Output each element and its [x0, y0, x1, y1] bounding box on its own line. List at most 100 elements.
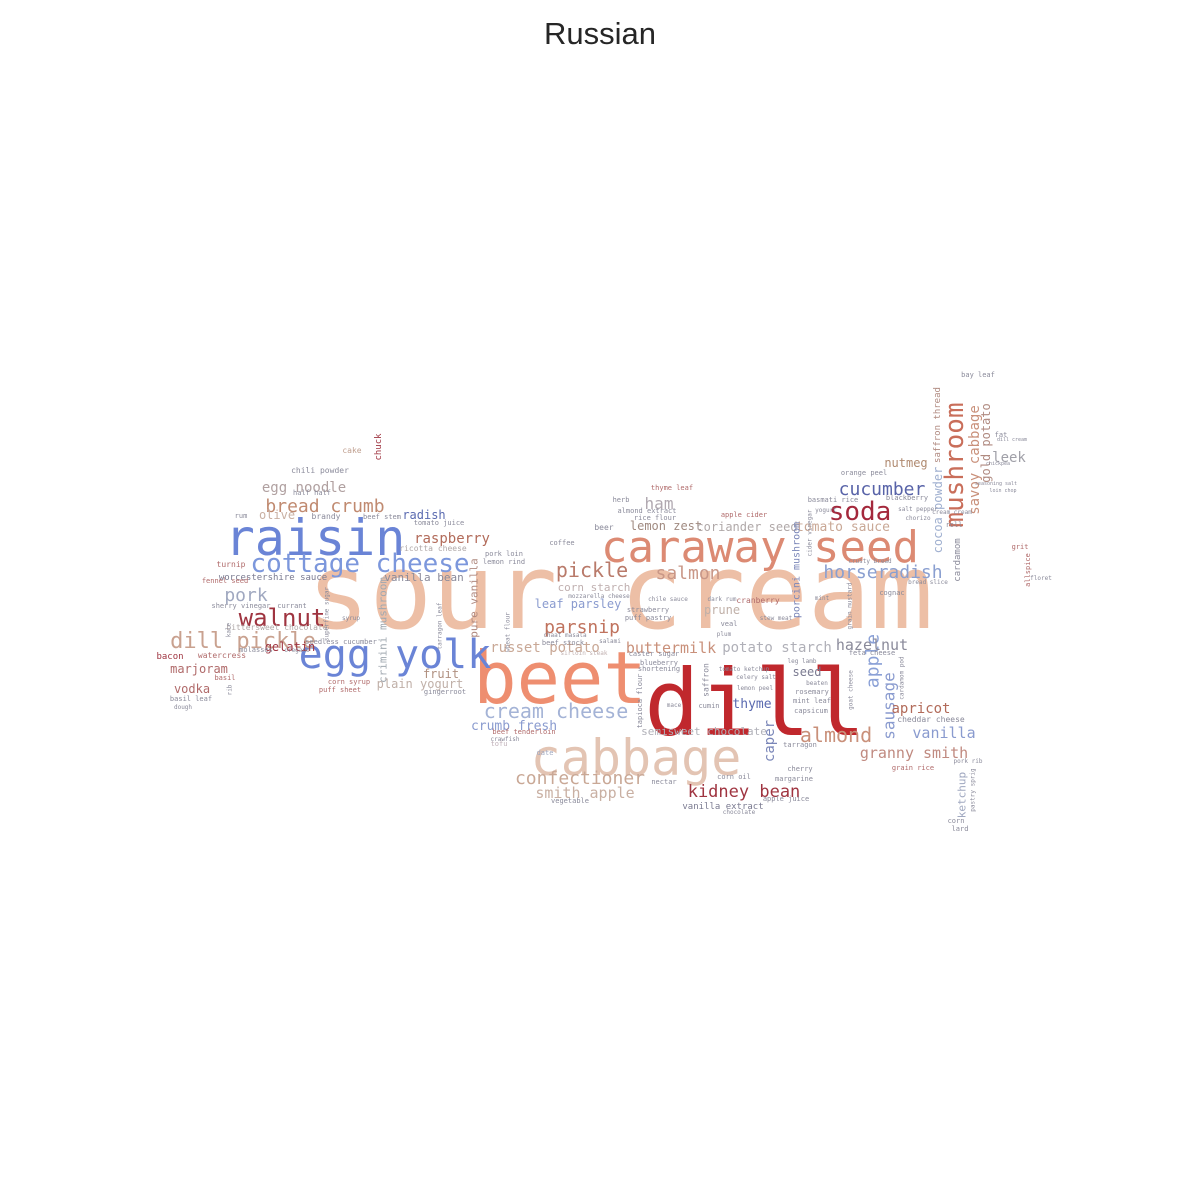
cloud-word: mozzarella cheese — [568, 593, 630, 600]
cloud-word: crimini mushroom — [377, 577, 390, 683]
cloud-word: bacon — [156, 652, 183, 662]
cloud-word: saffron — [702, 663, 711, 697]
cloud-word: beet — [473, 636, 646, 720]
cloud-word: basmati rice — [808, 496, 859, 504]
cloud-word: currant — [277, 602, 307, 610]
cloud-word: caster sugar — [629, 650, 680, 658]
cloud-word: tomato sauce — [796, 520, 890, 535]
cloud-word: grit — [1012, 543, 1029, 551]
cloud-word: puff pastry — [625, 614, 671, 622]
cloud-word: orange peel — [841, 469, 887, 477]
cloud-word: beef tenderloin — [492, 728, 555, 736]
cloud-word: veal — [721, 620, 738, 628]
cloud-word: mace — [667, 702, 682, 709]
cloud-word: chile sauce — [648, 596, 688, 603]
cloud-word: rosemary — [795, 688, 829, 696]
cloud-word: fat — [995, 431, 1008, 439]
cloud-word: almond extract — [617, 507, 676, 515]
cloud-word: bittersweet chocolate — [226, 623, 327, 632]
cloud-word: corn starch — [558, 581, 631, 594]
cloud-word: gold potato — [979, 403, 993, 482]
cloud-word: egg noodle — [262, 480, 346, 496]
cloud-word: apricot — [891, 701, 950, 717]
cloud-word: seasoning salt — [975, 481, 1017, 487]
cloud-word: dill — [644, 650, 866, 757]
cloud-word: pastry sprig — [970, 768, 977, 812]
cloud-word: salami — [599, 638, 621, 645]
cloud-word: cheddar cheese — [897, 715, 965, 724]
cloud-word: rum — [235, 512, 248, 520]
cloud-word: crusty bread — [848, 558, 892, 565]
cloud-word: beer — [594, 523, 613, 532]
cloud-word: cider vinegar — [807, 509, 814, 556]
cloud-word: confectioner — [515, 768, 645, 789]
cloud-word: turnip — [217, 560, 246, 569]
cloud-word: tarragon leaf — [437, 602, 444, 649]
cloud-word: walnut — [239, 604, 326, 632]
cloud-word: coffee — [549, 539, 574, 547]
cloud-word: corn — [948, 817, 965, 825]
cloud-word: mushroom — [940, 402, 970, 527]
cloud-word: fruit — [423, 667, 459, 681]
cloud-word: pork rib — [954, 758, 983, 765]
cloud-word: molasses — [239, 646, 273, 654]
cloud-word: loin chop — [989, 488, 1016, 494]
cloud-word: leaf parsley — [535, 597, 622, 611]
cloud-word: cottage cheese — [250, 549, 469, 579]
cloud-word: brandy — [312, 512, 341, 521]
cloud-word: basil — [214, 674, 235, 682]
cloud-word: plum — [717, 631, 732, 638]
cloud-word: pickle — [556, 558, 628, 582]
cloud-word: almond — [800, 723, 872, 747]
cloud-word: thyme leaf — [651, 484, 693, 492]
cloud-word: stew meat — [760, 615, 793, 622]
cloud-word: soda — [829, 497, 892, 527]
cloud-word: cranberry — [736, 596, 780, 605]
cloud-word: plain yogurt — [377, 677, 464, 691]
cloud-word: shortening — [638, 665, 680, 673]
cloud-word: ham — [645, 494, 674, 513]
cloud-word: mint — [815, 595, 830, 602]
cloud-word: cream cream — [932, 509, 972, 516]
cloud-word: beef stem — [363, 513, 401, 521]
cloud-word: grain rice — [892, 764, 934, 772]
cloud-word: buttermilk — [626, 639, 716, 657]
cloud-word: apple — [863, 634, 884, 688]
cloud-word: oregano — [284, 647, 310, 654]
cloud-word: fennel seed — [202, 577, 248, 585]
cloud-word: capsicum — [794, 707, 828, 715]
cloud-word: horseradish — [823, 562, 942, 583]
cloud-word: pure vanilla — [468, 558, 481, 637]
cloud-word: beef stock — [542, 639, 585, 647]
cloud-word: celery salt — [736, 674, 776, 681]
cloud-word: tapioca flour — [636, 674, 644, 729]
cloud-word: blackberry — [886, 494, 928, 502]
cloud-word: chocolate — [723, 809, 756, 816]
cloud-word: salt pepper — [898, 506, 938, 513]
cloud-word: lemon zest — [630, 519, 702, 533]
cloud-word: cherry — [787, 765, 812, 773]
cloud-word: puff sheet — [319, 686, 361, 694]
cloud-word: coriander seed — [696, 520, 797, 534]
cloud-word: lard — [952, 825, 969, 833]
cloud-word: chuck — [374, 433, 384, 461]
cloud-word: chorizo — [905, 515, 931, 522]
cloud-word: watercress — [198, 651, 246, 660]
cloud-word: mint leaf — [793, 697, 831, 705]
cloud-word: cardamom — [953, 538, 963, 581]
cloud-word: pork loin — [485, 550, 523, 558]
cloud-word: caraway seed — [601, 522, 919, 573]
cloud-word: lemon peel — [737, 685, 774, 692]
cloud-word: gingerroot — [424, 688, 466, 696]
cloud-word: margarine — [775, 775, 813, 783]
cloud-word: basil leaf — [170, 695, 212, 703]
cloud-word: leek — [992, 450, 1026, 466]
cloud-word: tofu — [491, 740, 508, 748]
cloud-word: leg lamb — [788, 658, 817, 665]
cloud-word: dough — [174, 704, 192, 711]
cloud-word: chili powder — [291, 466, 349, 475]
cloud-word: herb — [613, 496, 630, 504]
cloud-word: prune — [704, 603, 740, 617]
cloud-word: strawberry — [627, 606, 669, 614]
